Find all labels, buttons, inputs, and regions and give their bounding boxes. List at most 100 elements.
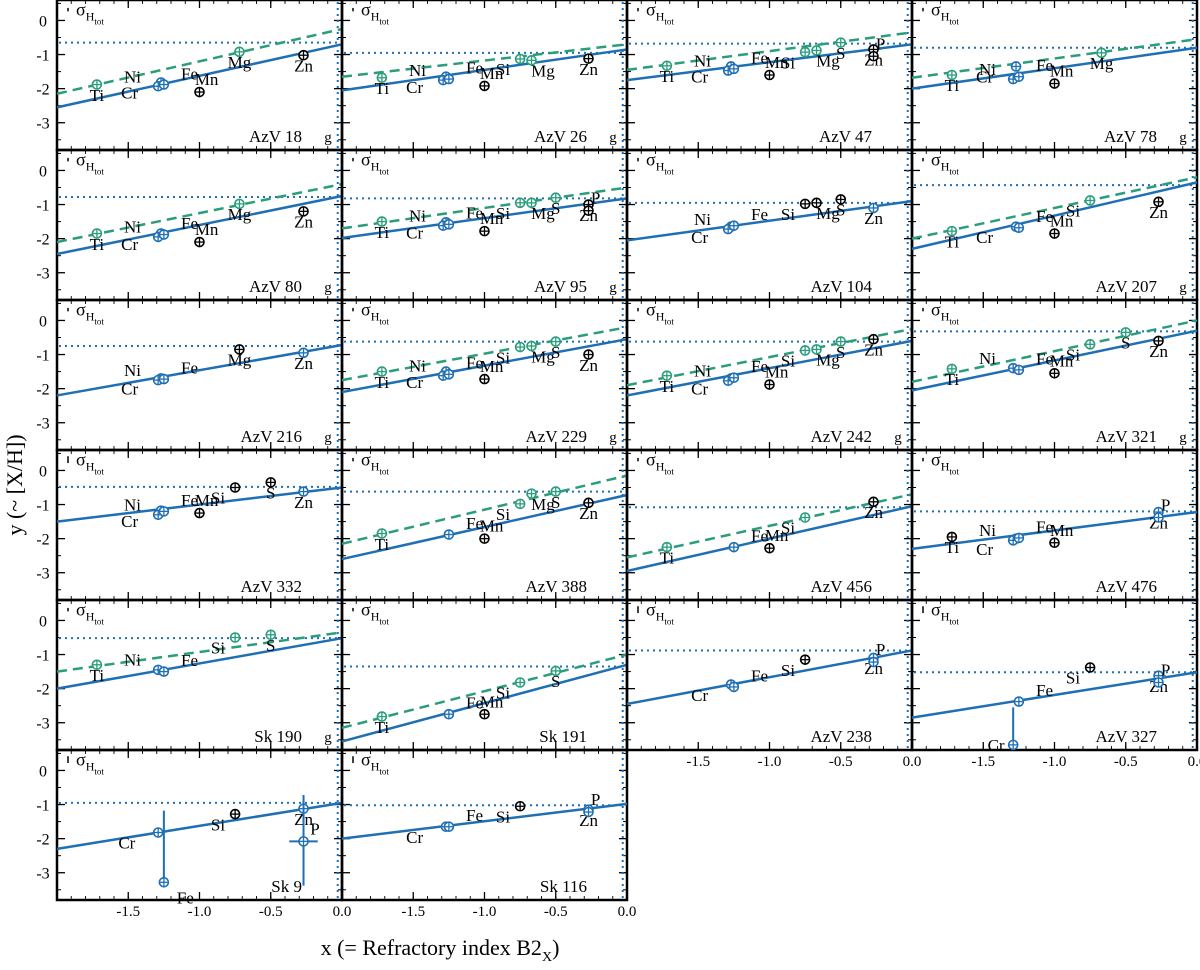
data-point-si: Si	[1066, 195, 1096, 221]
point-label-ti: Ti	[660, 67, 675, 86]
solid-fit-line	[341, 663, 628, 743]
point-label-fe: Fe	[181, 214, 198, 233]
panel-name: AzV 216	[240, 427, 302, 446]
sigma-subsub: tot	[664, 17, 674, 27]
sigma-label: σHtot	[931, 150, 959, 177]
data-point-fe: Fe	[1013, 349, 1053, 376]
data-point-ti: Ti	[90, 79, 104, 105]
data-point-fe: Fe	[443, 204, 483, 230]
point-label-mn: Mn	[765, 363, 789, 382]
point-label-zn: Zn	[294, 354, 313, 373]
panel-name: AzV 238	[810, 727, 872, 746]
data-point-p: P	[583, 790, 600, 818]
point-label-mn: Mn	[480, 64, 504, 83]
point-label-mg: Mg	[531, 495, 555, 514]
solid-fit-line	[911, 671, 1198, 719]
sigma-symbol: σ	[361, 750, 371, 770]
point-label-s: S	[266, 484, 275, 503]
data-point-fe: Fe	[158, 359, 198, 385]
solid-fit-line	[56, 486, 343, 523]
panel-g-label: g	[324, 130, 332, 146]
y-tick-label: -2	[36, 682, 49, 699]
y-tick-label: -3	[36, 566, 49, 583]
y-tick-label: -3	[36, 116, 49, 133]
sigma-symbol: σ	[361, 600, 371, 620]
sigma-label: σHtot	[646, 0, 674, 27]
panel: σHtotTiCrNiFeMnSiMgSZnPAzV 47	[625, 0, 914, 152]
point-label-s: S	[836, 343, 845, 362]
point-label-mg: Mg	[531, 347, 555, 366]
dashed-fit-line	[911, 176, 1198, 240]
data-point-si: Si	[211, 808, 241, 834]
x-tick-label: -1.5	[971, 754, 995, 770]
point-label-ni: Ni	[124, 496, 141, 515]
point-label-fe: Fe	[1036, 349, 1053, 368]
data-point-fe: Fe	[158, 491, 198, 517]
data-point-fe: Fe	[158, 214, 198, 240]
panel-g-label: g	[609, 280, 617, 296]
data-point-zn: Zn	[864, 496, 883, 522]
point-label-ni: Ni	[124, 361, 141, 380]
point-label-ni: Ni	[124, 651, 141, 670]
data-point-ni: Ni	[124, 496, 164, 521]
sigma-symbol: σ	[76, 0, 86, 20]
data-point-fe: Fe	[443, 806, 483, 833]
point-label-si: Si	[496, 505, 510, 524]
point-label-mn: Mn	[195, 220, 219, 239]
data-point-mn: Mn	[479, 517, 504, 544]
sigma-label: σHtot	[76, 750, 104, 777]
point-label-cr: Cr	[121, 512, 138, 531]
point-label-cr: Cr	[121, 380, 138, 399]
data-point-ni: Ni	[124, 651, 164, 676]
data-point-si: Si	[496, 800, 526, 826]
sigma-label: σHtot	[931, 0, 959, 27]
point-label-cr: Cr	[988, 736, 1005, 755]
point-label-fe: Fe	[466, 354, 483, 373]
sigma-sub: H	[371, 760, 380, 774]
data-point-ti: Ti	[660, 541, 674, 567]
data-point-ti: Ti	[945, 69, 959, 95]
point-label-s: S	[551, 343, 560, 362]
y-tick-label: -2	[36, 82, 49, 99]
data-point-mg: Mg	[526, 55, 555, 81]
sigma-symbol: σ	[646, 450, 656, 470]
data-point-cr: Cr	[691, 679, 737, 705]
y-tick-label: 0	[39, 613, 47, 630]
point-label-cr: Cr	[121, 84, 138, 103]
sigma-label: σHtot	[76, 0, 104, 27]
point-label-zn: Zn	[294, 213, 313, 232]
sigma-label: σHtot	[361, 300, 389, 327]
panel-name: Sk 190	[254, 727, 302, 746]
solid-fit-line	[911, 510, 1198, 551]
sigma-symbol: σ	[931, 0, 941, 20]
x-axis-label-sub: X	[542, 950, 552, 965]
point-label-s: S	[836, 44, 845, 63]
solid-fit-line	[56, 343, 343, 397]
solid-fit-line	[626, 43, 913, 82]
data-point-si: Si	[496, 341, 526, 367]
point-label-s: S	[266, 636, 275, 655]
point-label-ti: Ti	[375, 373, 390, 392]
point-label-fe: Fe	[177, 889, 194, 908]
point-label-mg: Mg	[816, 204, 840, 223]
solid-fit-line	[341, 802, 628, 840]
point-label-s: S	[1121, 334, 1130, 353]
point-label-ni: Ni	[409, 356, 426, 375]
data-point-p: P	[868, 34, 885, 62]
data-point-fe: Fe	[158, 651, 198, 677]
y-tick-label: -2	[36, 232, 49, 249]
point-label-p: P	[1161, 496, 1170, 515]
point-label-fe: Fe	[751, 205, 768, 224]
data-point-si: Si	[496, 197, 526, 223]
data-point-mn: Mn	[479, 209, 504, 237]
panel-name: Sk 116	[540, 877, 587, 896]
point-label-ni: Ni	[979, 521, 996, 540]
data-point-si: Si	[781, 654, 811, 680]
data-point-mg: Mg	[1090, 47, 1114, 73]
data-point-zn: Zn	[864, 333, 883, 359]
point-label-fe: Fe	[1036, 56, 1053, 75]
